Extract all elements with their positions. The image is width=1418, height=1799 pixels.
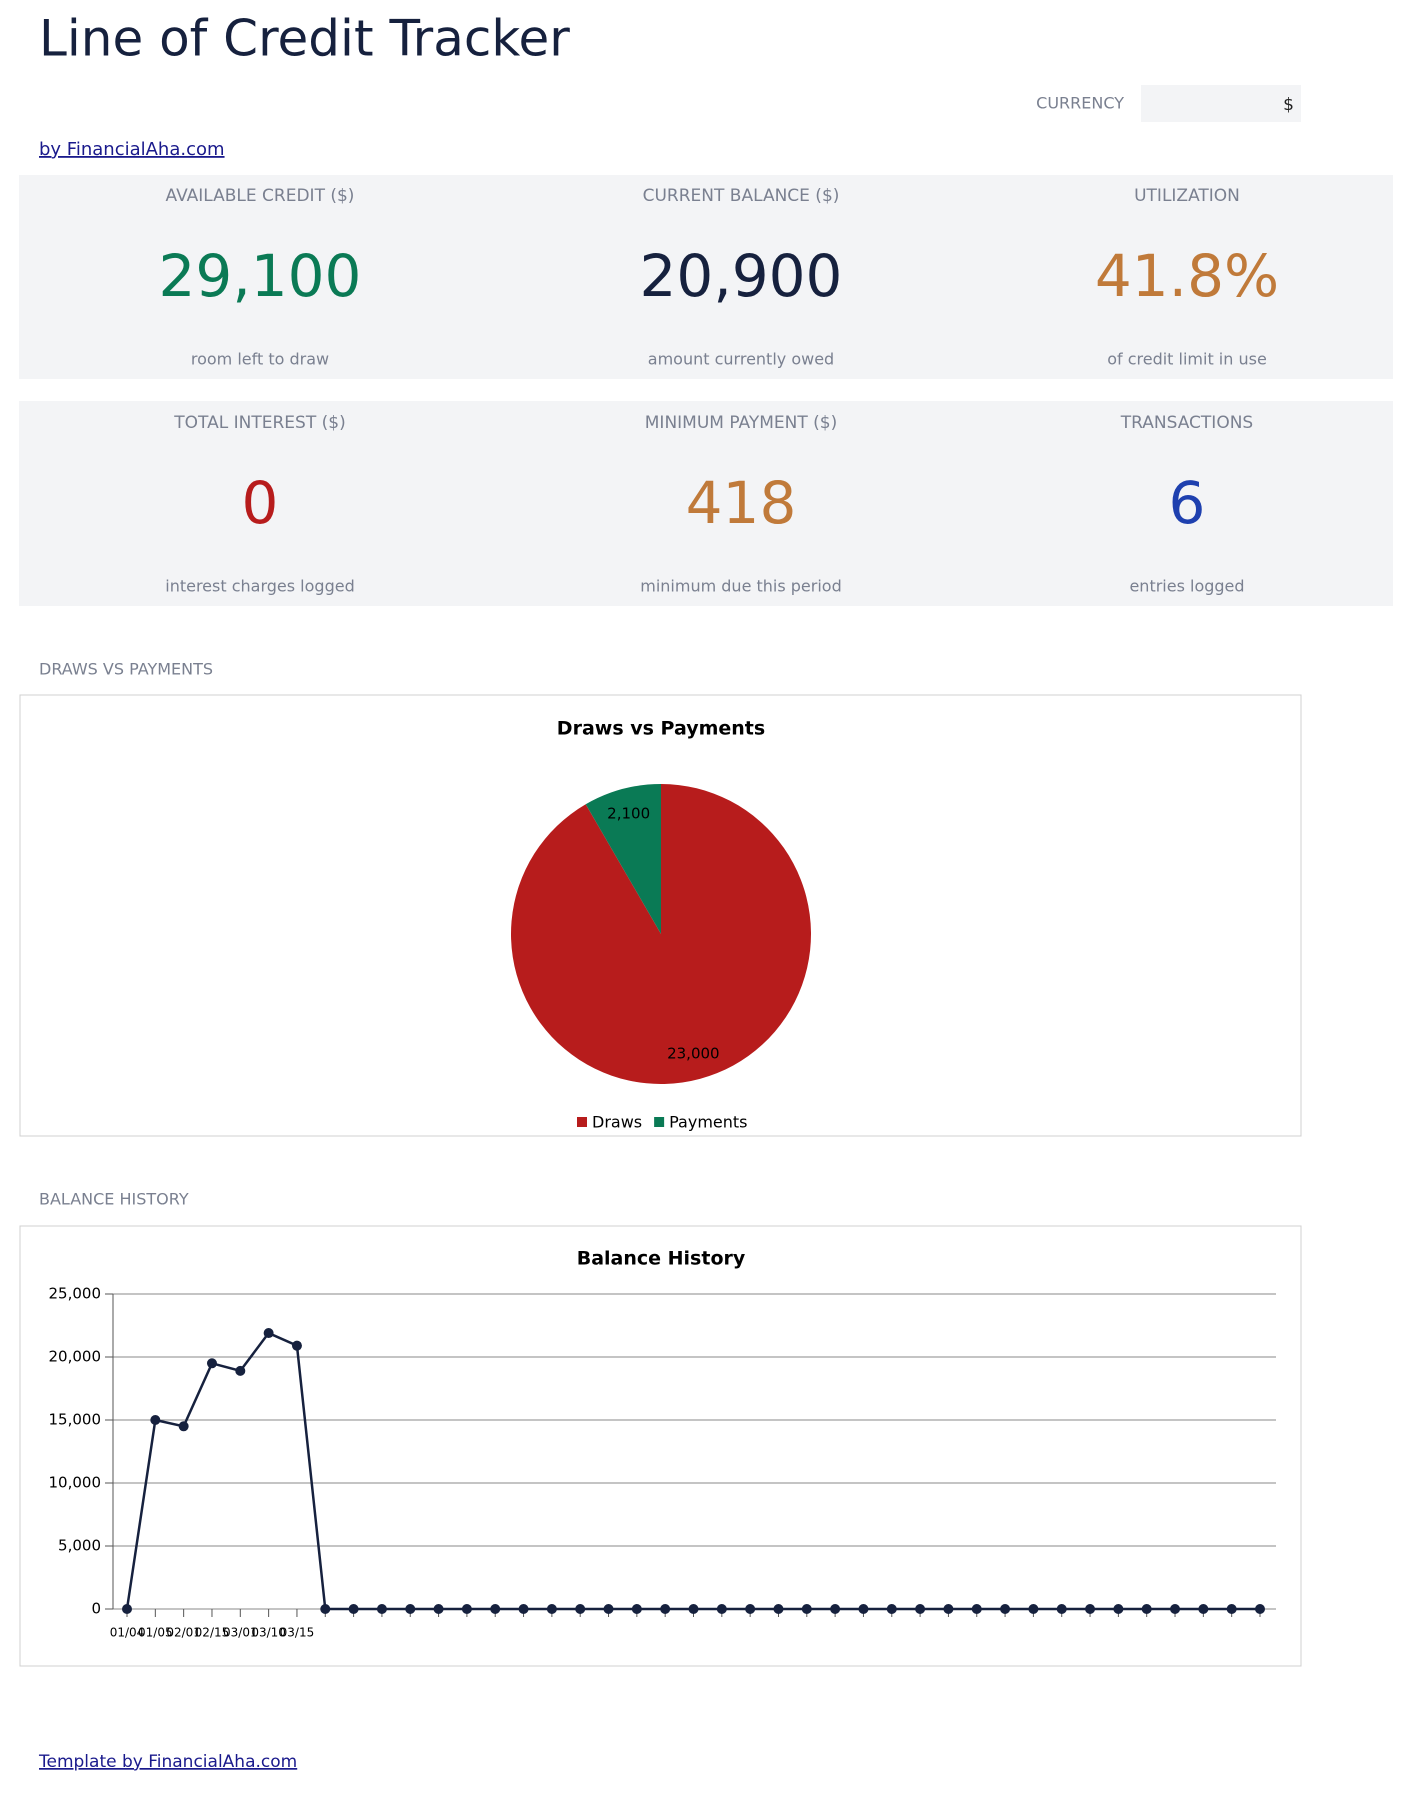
- y-tick-label: 0: [91, 1600, 101, 1618]
- kpi-value: 0: [242, 469, 279, 537]
- kpi-note: interest charges logged: [165, 577, 354, 596]
- point: [376, 1604, 387, 1614]
- section-label: BALANCE HISTORY: [39, 1190, 189, 1209]
- point: [801, 1604, 812, 1614]
- point: [688, 1604, 699, 1614]
- x-tick-label: 03/15: [280, 1626, 315, 1640]
- kpi-value: 418: [686, 469, 797, 537]
- kpi-label: TRANSACTIONS: [1120, 413, 1253, 433]
- data-label: 2,100: [607, 804, 650, 822]
- kpi-note: of credit limit in use: [1107, 350, 1267, 369]
- data-label: 23,000: [667, 1045, 720, 1063]
- point: [1028, 1604, 1039, 1614]
- x-tick-label: 02/15: [195, 1626, 230, 1640]
- legend-swatch: [577, 1117, 587, 1127]
- section-label: DRAWS VS PAYMENTS: [39, 660, 213, 679]
- kpi-value: 6: [1169, 469, 1206, 537]
- point: [546, 1604, 557, 1614]
- point: [405, 1604, 416, 1614]
- y-tick-label: 20,000: [49, 1348, 102, 1366]
- kpi-value: 41.8%: [1095, 242, 1279, 310]
- point: [150, 1415, 161, 1425]
- point: [518, 1604, 529, 1614]
- x-tick-label: 03/10: [251, 1626, 286, 1640]
- kpi-note: amount currently owed: [648, 350, 834, 369]
- point: [1255, 1604, 1265, 1614]
- kpi-panel: [19, 401, 1393, 606]
- point: [263, 1328, 274, 1339]
- kpi-value: 29,100: [159, 242, 362, 310]
- link[interactable]: by FinancialAha.com: [39, 139, 225, 160]
- point: [575, 1604, 586, 1614]
- point: [320, 1604, 331, 1614]
- legend-swatch: [654, 1117, 665, 1127]
- y-tick-label: 15,000: [49, 1411, 102, 1429]
- point: [603, 1604, 614, 1614]
- x-tick-label: 01/05: [138, 1626, 173, 1640]
- point: [660, 1604, 671, 1614]
- point: [490, 1604, 501, 1614]
- point: [745, 1604, 756, 1614]
- point: [1056, 1604, 1067, 1614]
- kpi-label: CURRENT BALANCE ($): [643, 186, 840, 206]
- currency-input[interactable]: [1141, 85, 1301, 122]
- point: [433, 1604, 444, 1614]
- point: [461, 1604, 472, 1614]
- point: [631, 1604, 642, 1614]
- point: [178, 1421, 189, 1432]
- kpi-label: TOTAL INTEREST ($): [173, 413, 345, 433]
- x-tick-label: 01/04: [110, 1626, 145, 1640]
- x-tick-label: 02/01: [166, 1626, 201, 1640]
- chart-title: Draws vs Payments: [557, 718, 765, 740]
- point: [971, 1604, 982, 1614]
- point: [716, 1604, 727, 1614]
- kpi-value: 20,900: [640, 242, 843, 310]
- point: [830, 1604, 841, 1614]
- legend-label: Payments: [669, 1113, 747, 1132]
- point: [1000, 1604, 1011, 1614]
- kpi-note: entries logged: [1129, 577, 1244, 596]
- point: [348, 1604, 359, 1614]
- point: [1113, 1604, 1124, 1614]
- kpi-panel: [19, 175, 1393, 379]
- point: [886, 1604, 897, 1614]
- point: [1085, 1604, 1096, 1614]
- point: [1226, 1604, 1237, 1614]
- kpi-label: UTILIZATION: [1134, 186, 1240, 206]
- kpi-label: AVAILABLE CREDIT ($): [166, 186, 355, 206]
- pie-slice: [585, 784, 661, 934]
- currency-label: CURRENCY: [1036, 94, 1124, 113]
- legend-label: Draws: [592, 1113, 642, 1132]
- page-title: Line of Credit Tracker: [39, 10, 570, 68]
- point: [1198, 1604, 1209, 1614]
- point: [943, 1604, 954, 1614]
- point: [773, 1604, 784, 1614]
- point: [291, 1340, 302, 1351]
- kpi-label: MINIMUM PAYMENT ($): [645, 413, 837, 433]
- y-tick-label: 5,000: [58, 1537, 101, 1555]
- y-tick-label: 25,000: [49, 1285, 102, 1303]
- point: [1170, 1604, 1181, 1614]
- y-tick-label: 10,000: [49, 1474, 102, 1492]
- point: [1141, 1604, 1152, 1614]
- chart-frame: [19, 1225, 1302, 1667]
- currency-value[interactable]: $: [1283, 95, 1294, 115]
- point: [915, 1604, 926, 1614]
- point: [858, 1604, 869, 1614]
- point: [235, 1365, 246, 1376]
- pie-slice: [510, 784, 811, 1085]
- x-tick-label: 03/01: [223, 1626, 258, 1640]
- chart-title: Balance History: [577, 1248, 746, 1270]
- kpi-note: room left to draw: [191, 350, 329, 369]
- footer-link[interactable]: Template by FinancialAha.com: [38, 1752, 297, 1772]
- kpi-note: minimum due this period: [640, 577, 842, 596]
- point: [122, 1604, 132, 1614]
- point: [206, 1358, 217, 1369]
